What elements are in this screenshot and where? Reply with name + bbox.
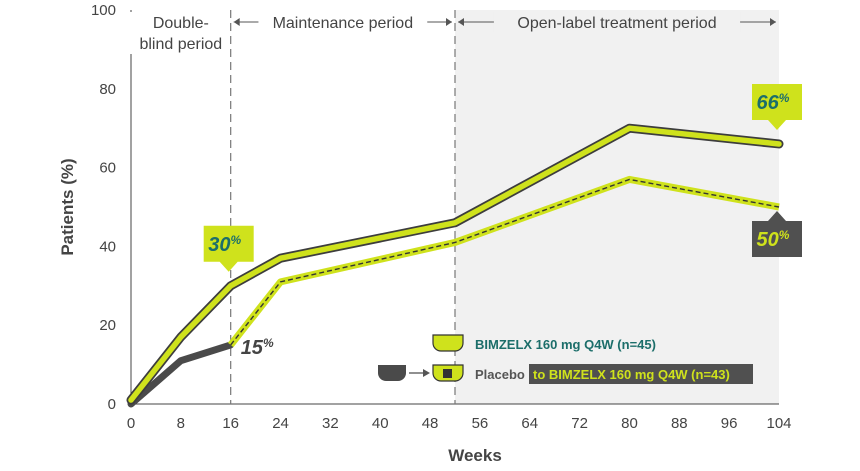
arrowhead-right bbox=[446, 18, 452, 26]
callout-unit: % bbox=[263, 336, 274, 350]
x-tick-label: 0 bbox=[127, 415, 135, 432]
annotations: 30%15%66%50% bbox=[203, 83, 802, 359]
legend-highlight-bg bbox=[529, 364, 753, 384]
x-tick-label: 40 bbox=[372, 415, 389, 432]
callout-unit: % bbox=[779, 228, 790, 242]
y-tick-label: 100 bbox=[91, 2, 116, 19]
open-label-shading bbox=[455, 10, 779, 404]
x-tick-label: 32 bbox=[322, 415, 339, 432]
callout-value: 50 bbox=[757, 229, 779, 251]
x-tick-label: 96 bbox=[721, 415, 738, 432]
period-label: Maintenance period bbox=[273, 15, 414, 32]
series-lines bbox=[126, 123, 784, 408]
period-label-bg bbox=[258, 12, 428, 32]
legend-arrowhead bbox=[423, 369, 430, 377]
legend-entry-placebo: Placebo bbox=[475, 367, 525, 382]
callout-label: 15% bbox=[241, 336, 274, 359]
x-tick-label: 24 bbox=[272, 415, 289, 432]
y-axis-title: Patients (%) bbox=[58, 158, 77, 255]
x-tick-label: 8 bbox=[177, 415, 185, 432]
period-label: Open-label treatment period bbox=[517, 15, 716, 32]
value-callout: 66% bbox=[752, 83, 802, 130]
period-headers: Double-blind period Maintenance period Ope… bbox=[122, 10, 776, 404]
y-tick-label: 0 bbox=[108, 396, 116, 413]
series-bimzelx-line bbox=[128, 125, 782, 403]
x-tick-label: 48 bbox=[422, 415, 439, 432]
callout-unit: % bbox=[779, 91, 790, 105]
callout-value: 15 bbox=[241, 337, 264, 359]
y-tick-label: 20 bbox=[99, 317, 116, 334]
value-callout: 15% bbox=[241, 336, 274, 359]
callout-value: 66 bbox=[757, 92, 780, 114]
callout-value: 30 bbox=[208, 234, 230, 256]
x-tick-label: 72 bbox=[571, 415, 588, 432]
callout-label: 30% bbox=[208, 233, 241, 256]
y-tick-label: 60 bbox=[99, 160, 116, 177]
legend-entry-bimzelx: BIMZELX 160 mg Q4W (n=45) bbox=[475, 337, 656, 352]
x-axis-title: Weeks bbox=[448, 446, 502, 465]
y-tick-label: 40 bbox=[99, 238, 116, 255]
arrowhead-right bbox=[770, 18, 776, 26]
callout-label: 66% bbox=[757, 91, 790, 114]
period-label-bg bbox=[122, 12, 240, 54]
value-callout: 30% bbox=[203, 225, 254, 272]
x-tick-label: 16 bbox=[222, 415, 239, 432]
legend-swatch-placebo bbox=[378, 365, 406, 381]
legend-swatch-bimzelx bbox=[432, 334, 464, 352]
callout-box bbox=[203, 225, 254, 272]
callout-box bbox=[752, 83, 802, 130]
x-tick-label: 80 bbox=[621, 415, 638, 432]
period-label: blind period bbox=[139, 36, 222, 53]
value-callout: 50% bbox=[752, 211, 802, 257]
x-tick-label: 104 bbox=[766, 415, 791, 432]
y-tick-label: 80 bbox=[99, 81, 116, 98]
x-tick-label: 56 bbox=[472, 415, 489, 432]
x-tick-label: 64 bbox=[521, 415, 538, 432]
legend-entry-switch: to BIMZELX 160 mg Q4W (n=43) bbox=[533, 367, 730, 382]
callout-box bbox=[752, 211, 802, 257]
series-placebo-switch-dash bbox=[230, 178, 780, 346]
period-label-bg bbox=[493, 12, 741, 32]
arrowhead-left bbox=[458, 18, 464, 26]
arrowhead-left bbox=[233, 18, 240, 26]
period-label: Double- bbox=[153, 15, 209, 32]
series-placebo-line bbox=[127, 341, 235, 408]
callout-label: 50% bbox=[757, 228, 790, 251]
legend: BIMZELX 160 mg Q4W (n=45) Placebo to BIMZE… bbox=[378, 334, 753, 384]
legend-swatch-switch-mark bbox=[443, 369, 452, 378]
x-tick-label: 88 bbox=[671, 415, 688, 432]
callout-unit: % bbox=[230, 233, 241, 247]
